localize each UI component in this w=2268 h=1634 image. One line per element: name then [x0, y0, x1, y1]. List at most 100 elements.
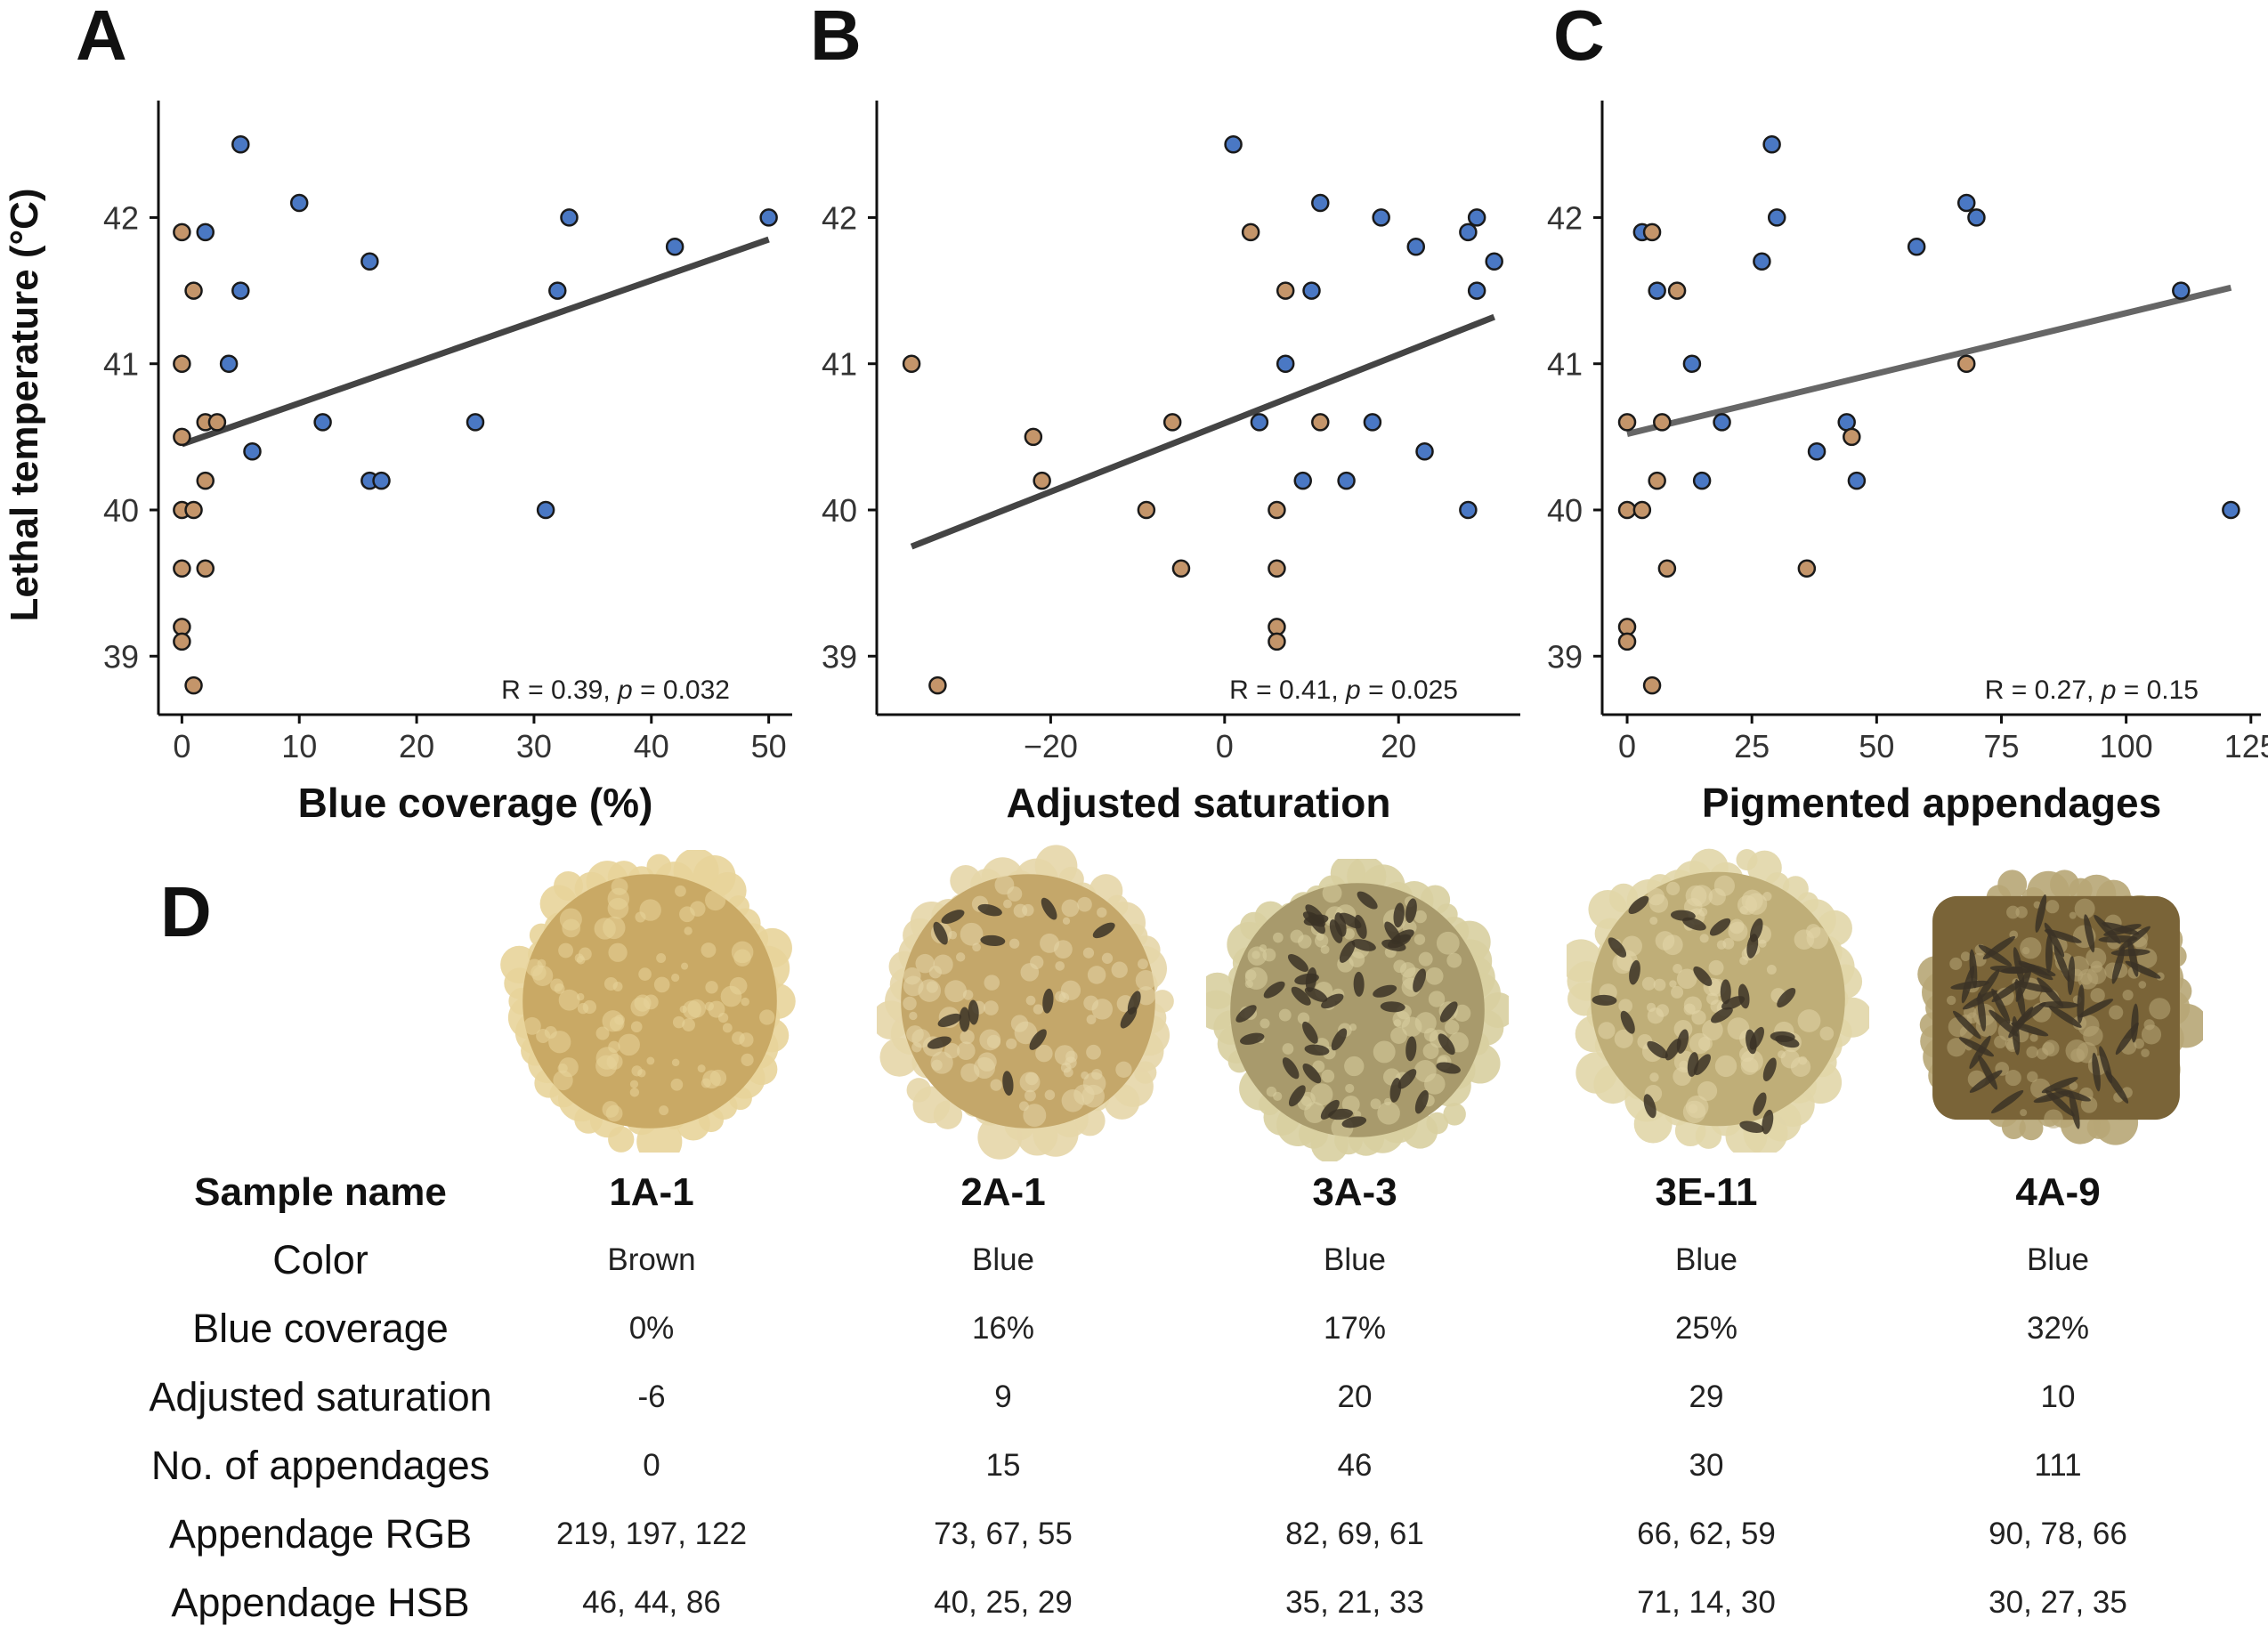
row-label-appendage-hsb: Appendage HSB: [171, 1580, 470, 1625]
specimen-texture: [1097, 907, 1107, 918]
specimen-texture: [1806, 924, 1821, 939]
specimen-texture: [979, 1029, 1001, 1051]
specimen-texture: [1008, 938, 1020, 949]
specimen-texture: [1673, 1067, 1692, 1086]
specimen-appendage: [1092, 922, 1115, 939]
chart-panel-a: 39 40 41 42 0 10 20 30 40 50 Blue coverage (%) R = …: [103, 101, 792, 826]
specimen-texture: [2074, 898, 2095, 919]
specimen-texture: [1024, 1089, 1036, 1102]
specimen-texture: [1966, 1012, 1979, 1024]
specimen-appendage: [1331, 1028, 1348, 1051]
specimen-texture: [701, 942, 717, 959]
specimen-appendage: [1737, 983, 1750, 1009]
regression-line-b: [910, 313, 1495, 550]
x-tick-label-c-0: 0: [1618, 728, 1636, 764]
specimen-texture: [1647, 887, 1665, 906]
y-tick-label-a-1: 40: [103, 492, 139, 529]
data-point-a-blue-10: [466, 413, 485, 432]
stat-annotation-a: R = 0.39, p = 0.032: [501, 675, 730, 705]
specimen-texture: [697, 1064, 706, 1073]
specimen-texture: [1370, 1098, 1381, 1110]
data-point-c-brown-2: [1617, 413, 1637, 432]
data-point-b-blue-15: [1459, 500, 1478, 520]
data-point-b-blue-2: [1372, 208, 1390, 227]
data-point-c-brown-4: [1648, 471, 1666, 490]
specimen-texture: [1341, 1095, 1360, 1113]
specimen-texture: [1282, 1043, 1294, 1055]
specimen-texture: [990, 1079, 1002, 1091]
specimen-appendage: [2044, 929, 2082, 943]
specimen-texture: [2069, 1081, 2078, 1090]
data-point-a-blue-0: [231, 135, 250, 154]
cell-blue-coverage-1: 0%: [628, 1311, 675, 1346]
data-point-b-blue-8: [1302, 281, 1321, 300]
specimen-texture: [646, 1056, 655, 1065]
cell-color-1: Brown: [607, 1242, 696, 1277]
data-point-a-brown-6: [196, 471, 215, 490]
specimen-texture: [603, 976, 618, 991]
specimen-texture: [903, 996, 917, 1011]
specimen-texture: [2078, 968, 2099, 990]
data-point-a-brown-10: [196, 559, 215, 578]
specimen-texture: [675, 885, 686, 897]
data-point-a-blue-5: [219, 354, 239, 373]
specimen-texture: [1946, 995, 1956, 1006]
specimen-texture: [2036, 1048, 2049, 1060]
y-tick-label-c-2: 41: [1547, 346, 1583, 383]
panel-letter-b: B: [810, 0, 862, 75]
cell-blue-coverage-4: 25%: [1674, 1311, 1738, 1346]
specimen-appendage: [1288, 1085, 1306, 1107]
specimen-texture: [1676, 968, 1697, 990]
specimen-appendage: [1391, 929, 1414, 945]
specimen-texture: [1745, 893, 1768, 915]
y-tick-label-c-3: 42: [1547, 199, 1583, 236]
specimen-appendage: [1749, 1026, 1764, 1050]
scatter-charts: 39 40 41 42 0 10 20 30 40 50 Blue coverage (%) R = …: [103, 101, 2268, 826]
cell-blue-coverage-5: 32%: [2026, 1311, 2090, 1346]
data-point-a-blue-14: [759, 208, 778, 227]
cell-adjusted-saturation-1: -6: [637, 1379, 666, 1414]
specimen-texture: [2021, 946, 2030, 955]
data-point-a-blue-7: [243, 442, 262, 461]
specimen-texture: [1273, 1091, 1283, 1102]
specimen-texture: [1614, 1029, 1633, 1048]
cell-color-2: Blue: [971, 1242, 1035, 1277]
data-point-c-blue-5: [1682, 354, 1702, 373]
specimen-texture: [2006, 905, 2020, 919]
specimen-texture: [1722, 937, 1735, 950]
specimen-texture: [702, 1070, 721, 1089]
stat-r-b: R = 0.41,: [1229, 675, 1346, 705]
cell-hsb-5: 30, 27, 35: [1989, 1585, 2127, 1620]
specimen-texture: [2141, 1024, 2162, 1045]
row-label-color: Color: [272, 1237, 369, 1282]
data-point-b-blue-7: [1467, 281, 1486, 300]
data-point-a-brown-3: [173, 427, 191, 447]
specimen-texture: [522, 1016, 541, 1035]
specimen-appendage: [1670, 910, 1696, 921]
specimen-texture: [1446, 952, 1462, 968]
specimen-appendage: [1962, 990, 1997, 1010]
specimen-appendage: [1720, 979, 1731, 1005]
specimen-texture: [659, 1105, 669, 1116]
y-tick-label-c-0: 39: [1547, 638, 1583, 675]
specimen-texture: [1740, 1049, 1763, 1073]
specimen-texture: [1641, 976, 1656, 991]
specimen-texture: [1612, 952, 1633, 975]
regression-line-a: [181, 236, 770, 448]
specimen-appendage: [1749, 918, 1763, 942]
specimen-texture: [960, 922, 984, 946]
specimen-texture: [1273, 932, 1284, 943]
x-tick-label-a-4: 40: [634, 728, 669, 764]
specimen-texture: [639, 899, 661, 921]
specimen-appendage: [927, 1036, 952, 1049]
x-axis-title-a: Blue coverage (%): [298, 780, 653, 826]
specimen-texture: [1685, 885, 1707, 907]
specimen-appendage: [1397, 1069, 1417, 1089]
specimen-texture: [1259, 944, 1268, 952]
specimen-texture: [672, 1015, 685, 1029]
specimen-appendage: [1643, 1094, 1656, 1119]
cell-rgb-5: 90, 78, 66: [1989, 1517, 2127, 1551]
specimen-texture: [1947, 1038, 1966, 1057]
stat-p-label-c: p: [2101, 675, 2124, 705]
data-point-b-brown-13: [928, 675, 947, 695]
